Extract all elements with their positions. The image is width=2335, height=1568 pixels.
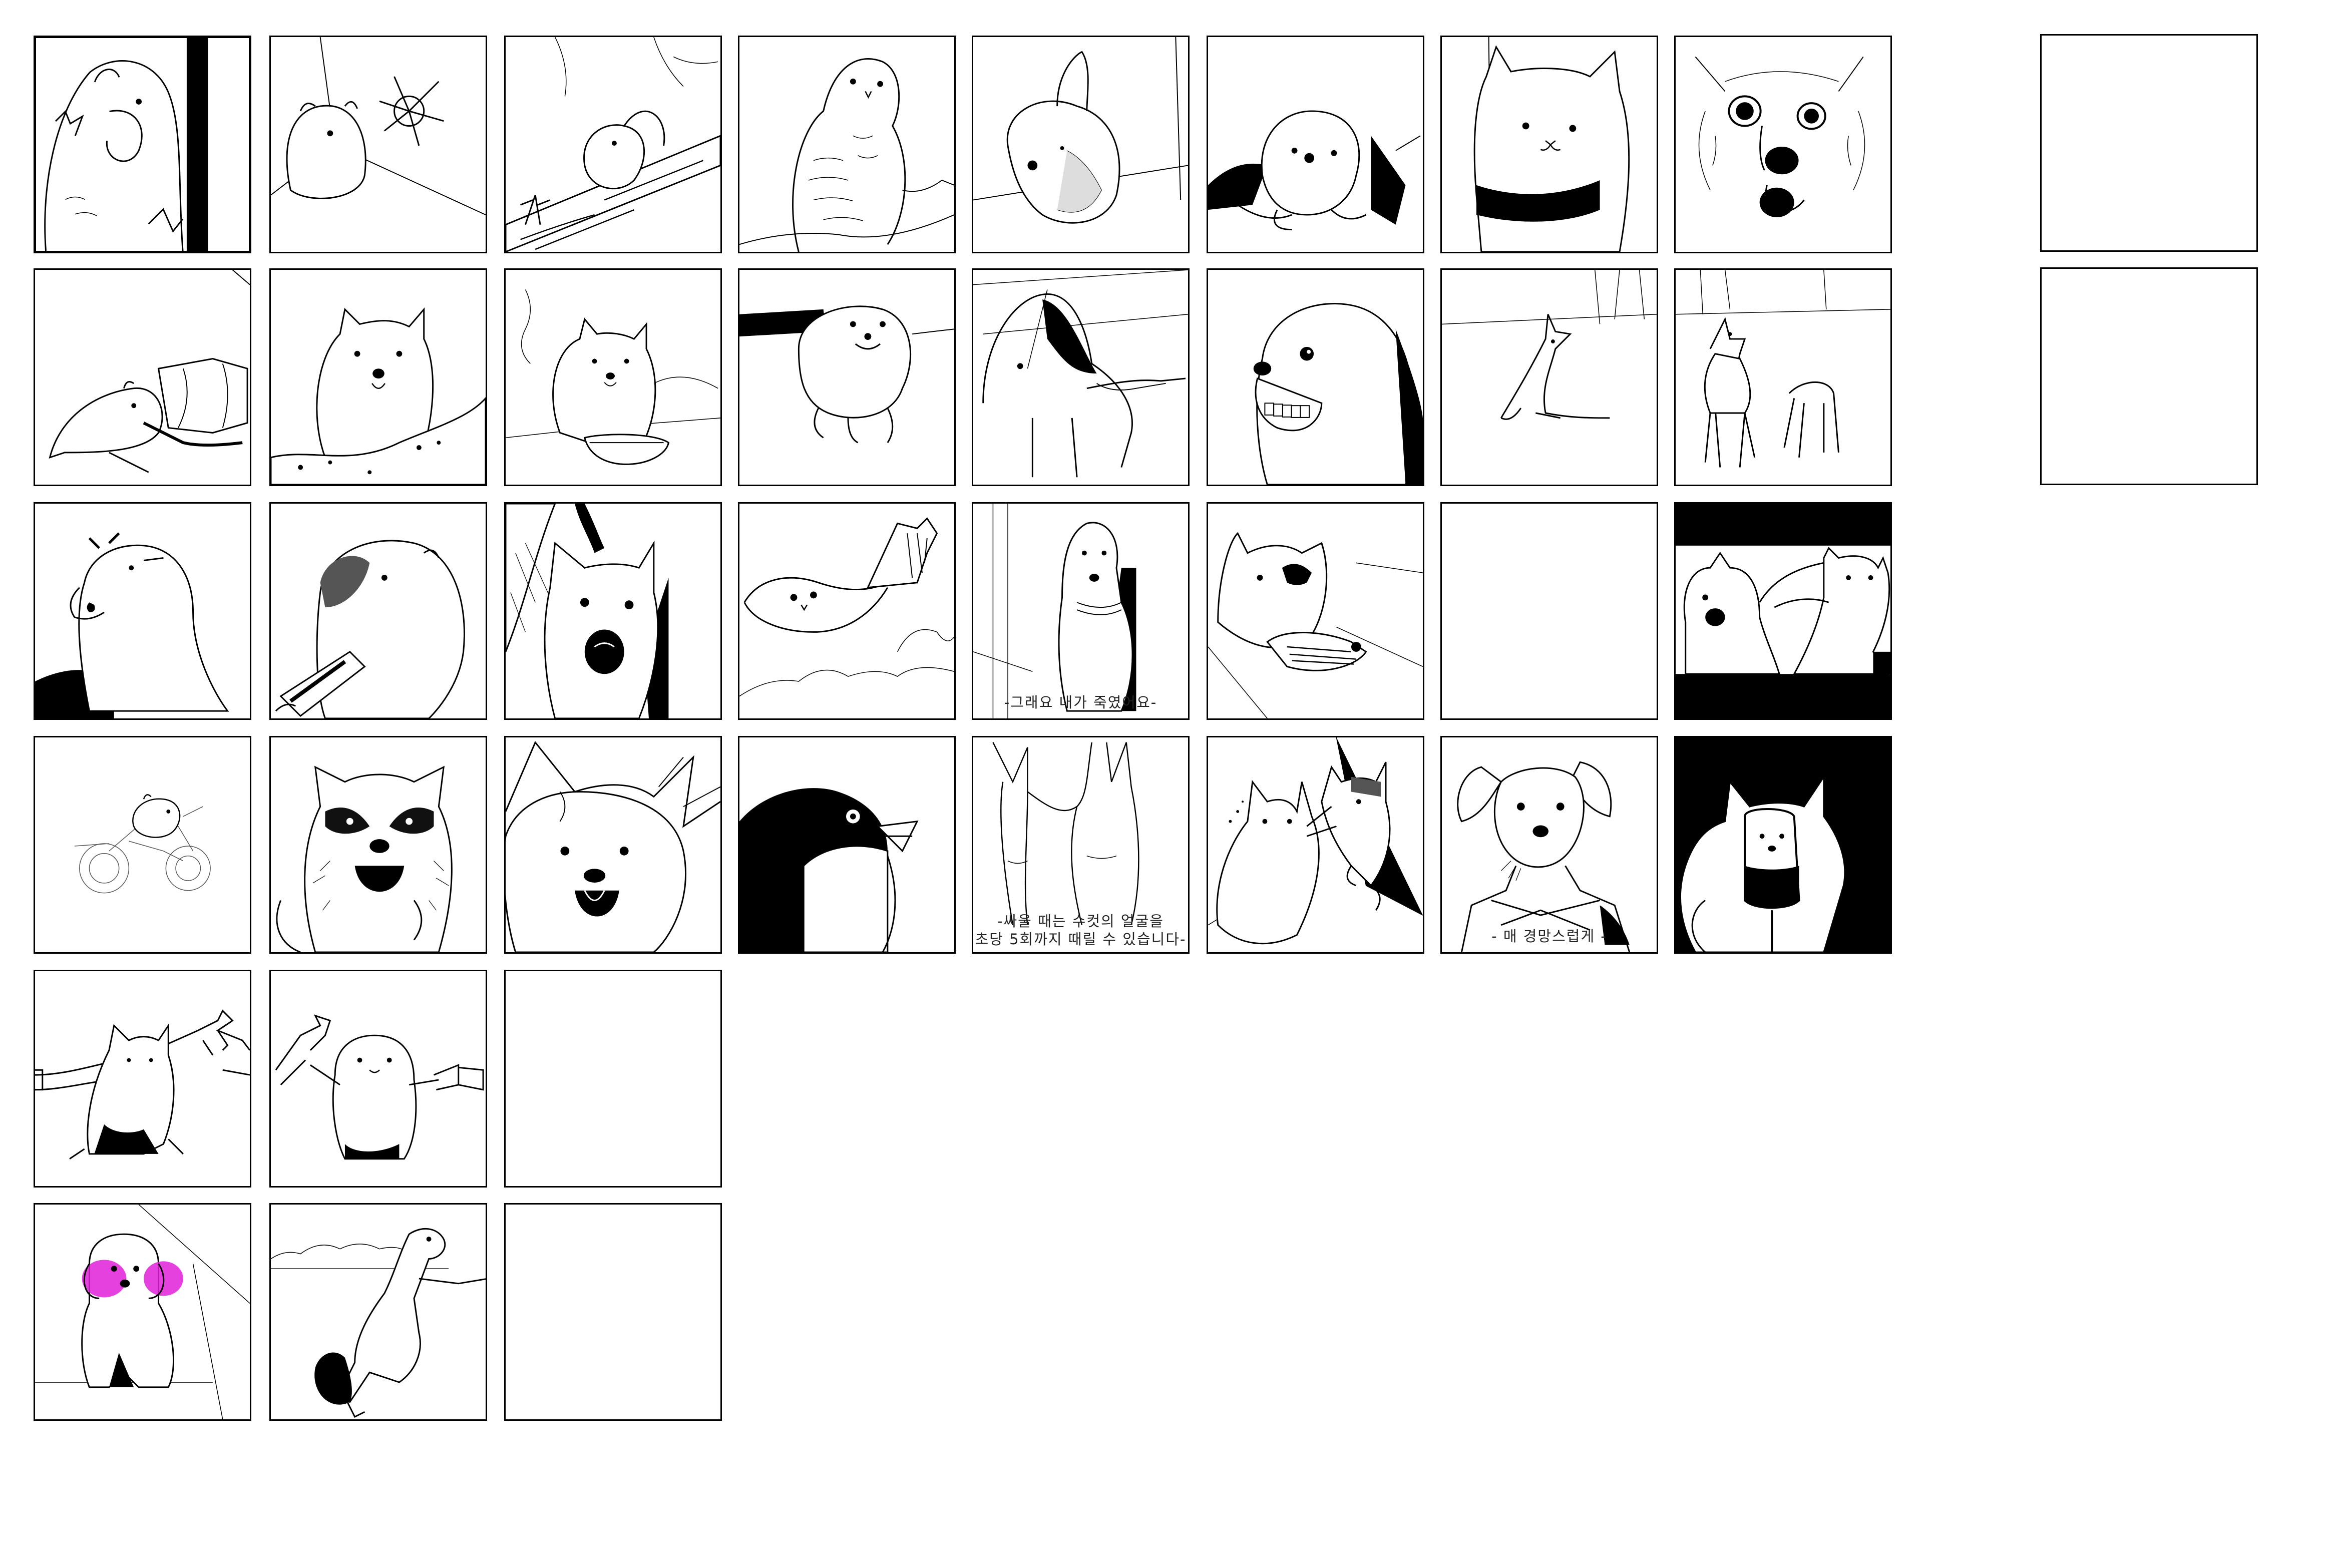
- tile-r1c7: [1440, 36, 1658, 253]
- tile-r6c2: [269, 1203, 487, 1421]
- tile-r4c4: [738, 736, 956, 954]
- tile-r2c6: [1207, 268, 1424, 486]
- tile-r3c2: [269, 502, 487, 720]
- tile-r3c8: [1674, 502, 1892, 720]
- marmot-icon: [35, 532, 229, 718]
- tile-r5c2: [269, 970, 487, 1188]
- rabbit-icon: [992, 742, 1139, 926]
- tile-r6c1: [34, 1203, 251, 1421]
- tile-r1c1: [34, 36, 251, 253]
- dog-icon: [973, 504, 1136, 718]
- capybara-icon: [275, 540, 465, 718]
- dog-icon: [1695, 56, 1865, 217]
- cat-icon: [1208, 737, 1423, 945]
- owl-icon: [739, 58, 954, 252]
- cat-icon: [1473, 37, 1630, 252]
- dog-icon: [973, 270, 1188, 478]
- cat-icon: [35, 1009, 250, 1159]
- hamster-icon: [275, 1014, 484, 1160]
- otter-icon: [271, 1228, 486, 1418]
- dog-icon: [1676, 504, 1890, 718]
- tile-r2c10: [2040, 267, 2258, 485]
- tile-r3c3: [504, 502, 722, 720]
- dog-icon: [35, 1205, 250, 1419]
- dog-icon: [506, 741, 720, 952]
- tile-r4c6: [1207, 736, 1424, 954]
- tile-r2c7: [1440, 268, 1658, 486]
- hamster-icon: [74, 794, 211, 894]
- tile-r4c7: - 매 경망스럽게 -: [1440, 736, 1658, 954]
- tile-r5c1: [34, 970, 251, 1188]
- tile-r3c7: [1440, 502, 1658, 720]
- dog-icon: [1676, 737, 1890, 952]
- tile-r4c3: [504, 736, 722, 954]
- tile-r3c6: [1207, 502, 1424, 720]
- tile-r1c6: [1207, 36, 1424, 253]
- tile-r2c4: [738, 268, 956, 486]
- tile-r2c8: [1674, 268, 1892, 486]
- tile-r2c3: [504, 268, 722, 486]
- tile-r1c4: [738, 36, 956, 253]
- tile-r4c8: [1674, 736, 1892, 954]
- tile-r1c2: [269, 36, 487, 253]
- caption-line-1: -싸울 때는 수컷의 얼굴을: [997, 913, 1164, 930]
- tile-r4c1: [34, 736, 251, 954]
- cat-icon: [1208, 532, 1423, 718]
- hamster-icon: [44, 38, 208, 251]
- hamster-icon: [271, 37, 486, 215]
- tile-r2c2: [269, 268, 487, 486]
- deer-icon: [1442, 270, 1657, 420]
- tile-r5c3: [504, 970, 722, 1188]
- cat-icon: [506, 504, 669, 718]
- tile-r3c1: [34, 502, 251, 720]
- tile-r6c3: [504, 1203, 722, 1421]
- caption-line-2: 초당 5회까지 때릴 수 있습니다-: [975, 931, 1187, 948]
- squirrel-icon: [506, 37, 720, 252]
- penguin-icon: [739, 788, 919, 952]
- deer-icon: [1676, 270, 1890, 468]
- tile-caption: -그래요 내가 죽였어요-: [1004, 694, 1157, 711]
- tile-r4c5: -싸울 때는 수컷의 얼굴을 초당 5회까지 때릴 수 있습니다-: [972, 736, 1190, 954]
- marmot-icon: [271, 307, 486, 485]
- tile-caption: - 매 경망스럽게 -: [1491, 928, 1607, 945]
- tile-r1c10: [2040, 34, 2258, 252]
- tile-r4c2: [269, 736, 487, 954]
- owl-icon: [739, 517, 954, 697]
- tile-r1c3: [504, 36, 722, 253]
- seal-icon: [739, 305, 954, 444]
- tile-r1c5: [972, 36, 1190, 253]
- tile-r2c5: [972, 268, 1190, 486]
- dog-icon: [1253, 303, 1423, 485]
- tile-r1c8: [1674, 36, 1892, 253]
- tile-r2c1: [34, 268, 251, 486]
- dog-icon: [1457, 761, 1631, 952]
- tile-r3c5: -그래요 내가 죽였어요-: [972, 502, 1190, 720]
- raccoon-icon: [276, 765, 453, 952]
- dog-icon: [1442, 504, 1657, 718]
- dog-icon: [1208, 110, 1421, 231]
- tile-caption: -싸울 때는 수컷의 얼굴을 초당 5회까지 때릴 수 있습니다-: [973, 912, 1188, 948]
- quokka-icon: [506, 289, 720, 465]
- hamster-icon: [49, 270, 250, 473]
- dog-icon: [973, 37, 1188, 224]
- tile-r3c4: [738, 502, 956, 720]
